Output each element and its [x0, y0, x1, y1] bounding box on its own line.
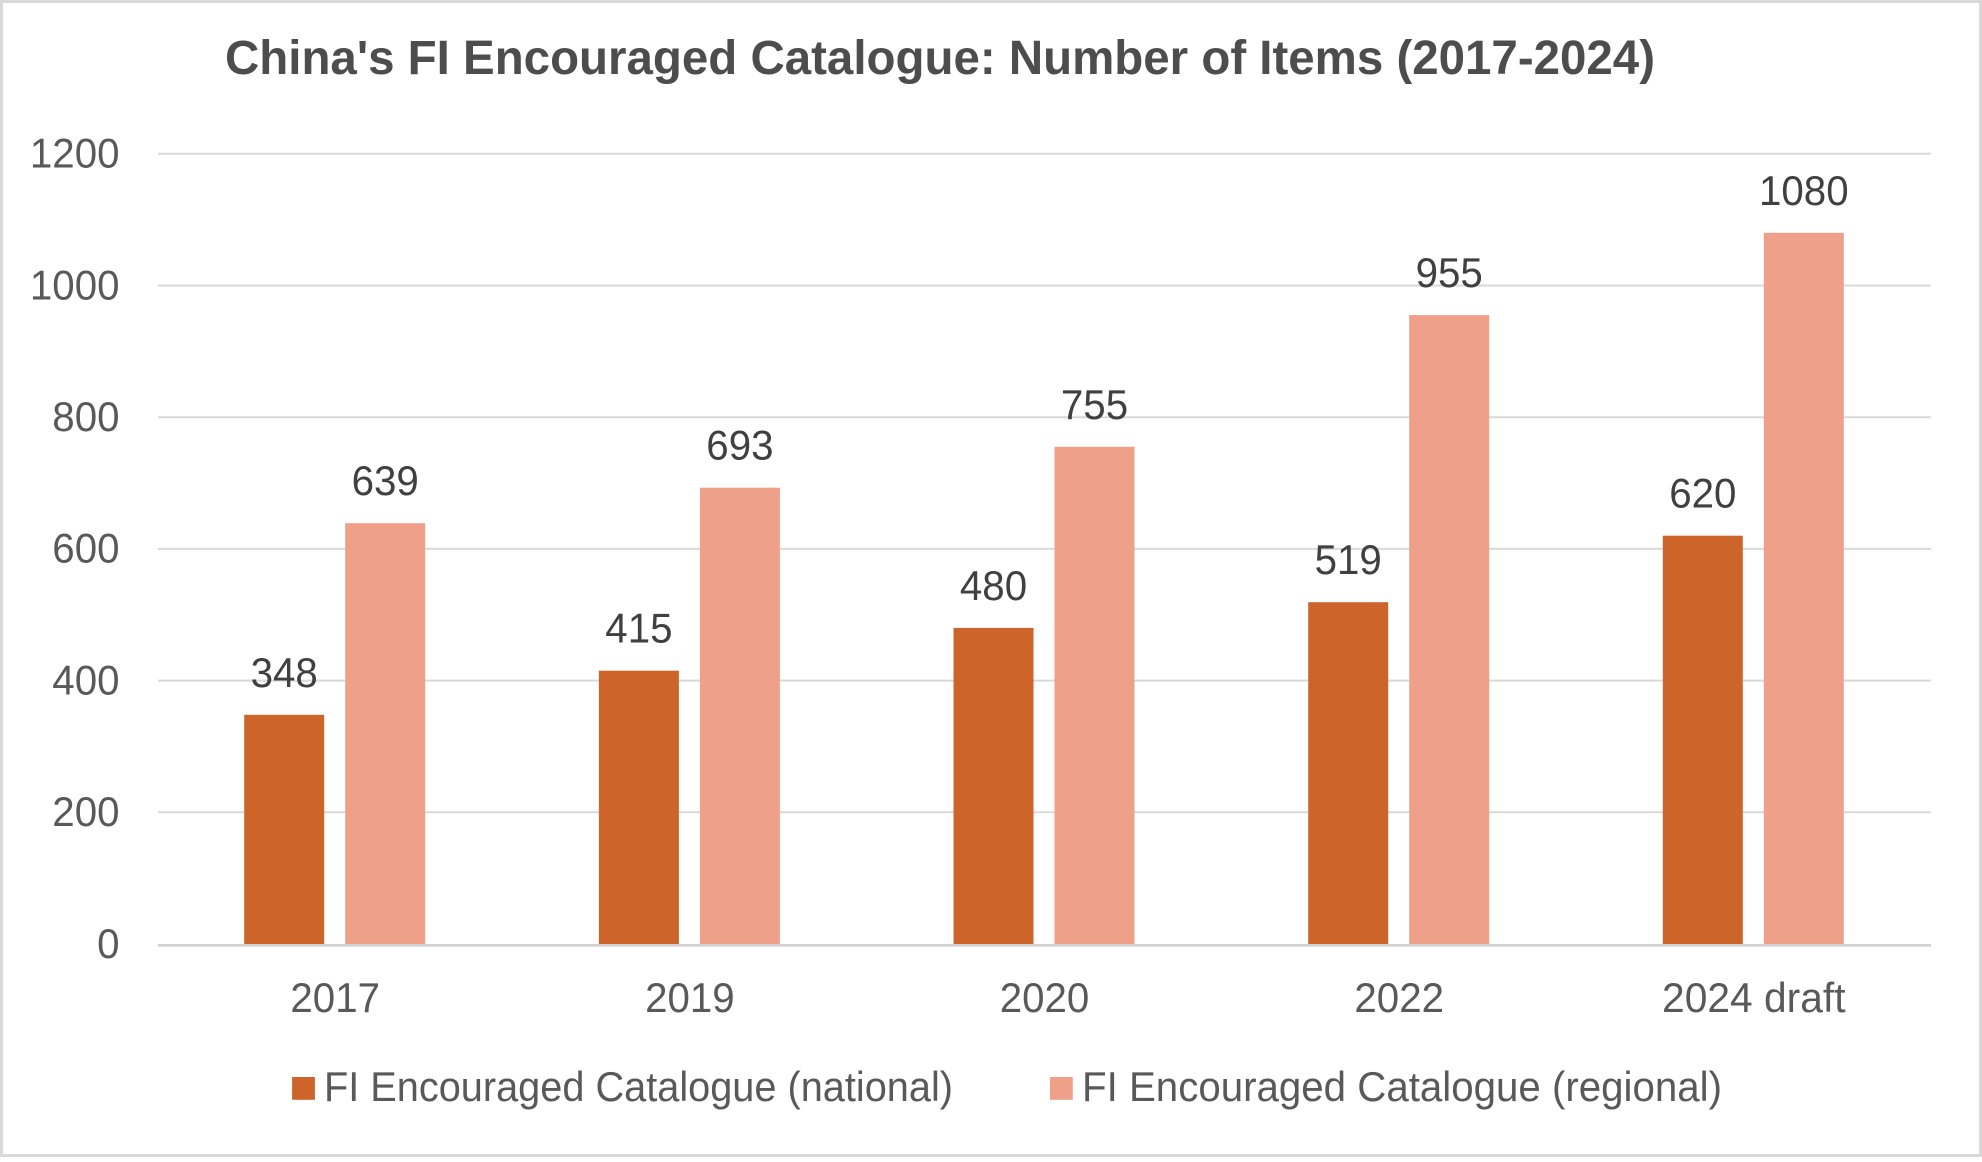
svg-text:FI Encouraged Catalogue (regio: FI Encouraged Catalogue (regional) — [1082, 1063, 1722, 1110]
svg-text:0: 0 — [97, 920, 119, 967]
svg-text:620: 620 — [1669, 470, 1736, 517]
svg-text:FI Encouraged Catalogue (natio: FI Encouraged Catalogue (national) — [324, 1063, 953, 1110]
svg-text:480: 480 — [960, 562, 1027, 609]
svg-text:693: 693 — [706, 422, 773, 469]
svg-text:600: 600 — [52, 525, 119, 572]
svg-text:200: 200 — [52, 788, 119, 835]
svg-text:2019: 2019 — [645, 974, 735, 1021]
svg-text:1200: 1200 — [30, 130, 120, 177]
svg-text:639: 639 — [352, 457, 419, 504]
svg-text:415: 415 — [605, 605, 672, 652]
svg-text:519: 519 — [1315, 536, 1382, 583]
svg-text:2024 draft: 2024 draft — [1662, 974, 1846, 1021]
svg-text:China's FI Encouraged Catalogu: China's FI Encouraged Catalogue: Number … — [225, 32, 1655, 85]
svg-text:2022: 2022 — [1354, 974, 1444, 1021]
svg-text:755: 755 — [1061, 381, 1128, 428]
svg-text:800: 800 — [52, 393, 119, 440]
svg-text:400: 400 — [52, 656, 119, 703]
svg-text:2020: 2020 — [1000, 974, 1090, 1021]
svg-text:1000: 1000 — [30, 261, 120, 308]
svg-text:1080: 1080 — [1759, 167, 1849, 214]
svg-text:348: 348 — [251, 649, 318, 696]
svg-text:2017: 2017 — [290, 974, 380, 1021]
svg-text:955: 955 — [1416, 249, 1483, 296]
